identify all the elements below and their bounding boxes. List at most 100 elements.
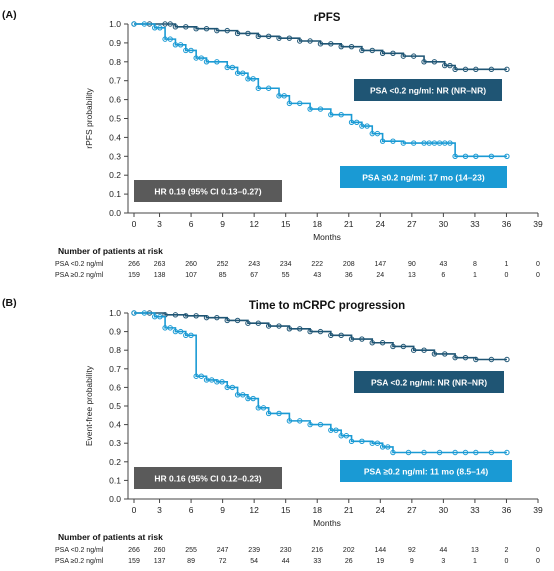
censor-point-psa-low <box>265 323 272 329</box>
risk-value: 147 <box>374 261 386 268</box>
censor-point-psa-high <box>208 377 215 383</box>
censor-point-psa-low <box>183 313 189 319</box>
censor-point-psa-high <box>152 314 158 320</box>
x-tick-label: 6 <box>189 219 194 229</box>
risk-value: 43 <box>439 261 447 268</box>
censor-point-psa-high <box>193 373 199 379</box>
risk-value: 202 <box>343 547 355 554</box>
censor-point-psa-low <box>359 336 365 342</box>
risk-value: 266 <box>128 547 140 554</box>
x-tick-label: 24 <box>376 219 386 229</box>
x-tick-label: 15 <box>281 219 291 229</box>
x-tick-label: 15 <box>281 505 291 515</box>
censor-point-psa-high <box>374 440 381 446</box>
risk-value: 222 <box>311 261 323 268</box>
x-tick-label: 33 <box>470 219 480 229</box>
risk-value: 1 <box>473 558 477 565</box>
censor-point-psa-low <box>203 26 210 32</box>
censor-point-psa-high <box>405 449 412 456</box>
y-tick-label: 0.6 <box>109 95 121 105</box>
y-tick-label: 0.7 <box>109 76 121 86</box>
y-tick-label: 0.8 <box>109 345 121 355</box>
x-tick-label: 3 <box>157 219 162 229</box>
x-tick-label: 33 <box>470 505 480 515</box>
risk-value: 0 <box>536 558 540 565</box>
censor-point-psa-low <box>265 33 272 39</box>
censor-point-psa-high <box>374 130 381 137</box>
censor-point-psa-high <box>379 444 386 450</box>
y-axis-label: Event-free probability <box>84 365 94 446</box>
censor-point-psa-low <box>421 347 427 353</box>
censor-point-psa-high <box>265 85 272 91</box>
censor-point-psa-high <box>442 140 448 146</box>
y-tick-label: 0.3 <box>109 438 121 448</box>
risk-value: 24 <box>376 272 384 279</box>
censor-point-psa-high <box>281 93 287 99</box>
censor-point-psa-low <box>400 53 407 59</box>
censor-point-psa-low <box>462 354 469 361</box>
censor-point-psa-high <box>338 112 344 118</box>
x-tick-label: 24 <box>376 505 386 515</box>
censor-point-psa-low <box>410 53 417 59</box>
x-tick-label: 21 <box>344 219 354 229</box>
censor-point-psa-high <box>240 392 246 398</box>
x-tick-label: 39 <box>533 219 543 229</box>
censor-point-psa-low <box>359 47 365 54</box>
y-tick-label: 0.4 <box>109 132 121 142</box>
risk-value: 43 <box>313 272 321 279</box>
censor-point-psa-high <box>229 64 236 71</box>
censor-point-psa-low <box>224 317 230 324</box>
censor-point-psa-low <box>297 38 303 44</box>
x-tick-label: 12 <box>249 219 259 229</box>
censor-point-psa-low <box>504 66 510 73</box>
hazard-ratio-text: HR 0.19 (95% CI 0.13–0.27) <box>154 187 261 197</box>
censor-point-psa-low <box>400 343 407 350</box>
censor-point-psa-high <box>240 70 246 76</box>
censor-point-psa-high <box>162 325 168 331</box>
risk-value: 247 <box>217 547 229 554</box>
legend-text-psa-low: PSA <0.2 ng/ml: NR (NR–NR) <box>371 378 487 388</box>
panel-a: (A) rPFS 0.0 0.1 0.2 0.3 0.4 0.5 0.6 0.7 0.8 0.9 1.0… <box>2 9 543 279</box>
risk-value: 137 <box>154 558 166 565</box>
risk-value: 72 <box>219 558 227 565</box>
chart-title: rPFS <box>314 12 341 24</box>
x-tick-label: 6 <box>189 505 194 515</box>
x-tick-label: 3 <box>157 505 162 515</box>
censor-point-psa-low <box>447 62 453 69</box>
censor-point-psa-high <box>276 93 282 99</box>
panel-label: (B) <box>2 297 17 309</box>
legend-box-psa-high <box>340 166 507 188</box>
censor-point-psa-low <box>338 43 344 50</box>
x-tick-label: 18 <box>312 219 322 229</box>
censor-point-psa-low <box>214 27 220 34</box>
x-tick-label: 30 <box>439 219 449 229</box>
censor-point-psa-high <box>307 106 313 112</box>
censor-point-psa-low <box>317 328 324 335</box>
y-tick-label: 0.4 <box>109 420 121 430</box>
x-tick-label: 27 <box>407 505 417 515</box>
censor-point-psa-low <box>255 320 262 326</box>
censor-point-psa-low <box>473 66 479 73</box>
censor-point-psa-low <box>276 35 282 41</box>
censor-point-psa-high <box>177 42 184 48</box>
censor-point-psa-low <box>183 24 189 30</box>
risk-table-header: Number of patients at risk <box>58 532 163 542</box>
legend-text-psa-low: PSA <0.2 ng/ml: NR (NR–NR) <box>370 86 486 96</box>
censor-point-psa-high <box>297 100 303 107</box>
censor-point-psa-low <box>172 24 179 30</box>
censor-point-psa-high <box>379 138 386 144</box>
y-tick-label: 0.0 <box>109 208 121 218</box>
censor-point-psa-low <box>245 30 251 37</box>
censor-point-psa-high <box>473 153 479 160</box>
chart-title: Time to mCRPC progression <box>249 300 405 312</box>
risk-value: 1 <box>505 261 509 268</box>
censor-point-psa-high <box>203 377 210 383</box>
censor-point-psa-high <box>224 384 230 391</box>
y-tick-label: 0.2 <box>109 457 121 467</box>
x-axis-label: Months <box>313 232 341 242</box>
censor-point-psa-high <box>354 119 360 125</box>
legend-text-psa-high: PSA ≥0.2 ng/ml: 17 mo (14–23) <box>362 173 485 183</box>
risk-value: 255 <box>185 547 197 554</box>
censor-point-psa-high <box>188 47 194 54</box>
censor-point-psa-high <box>198 373 205 379</box>
